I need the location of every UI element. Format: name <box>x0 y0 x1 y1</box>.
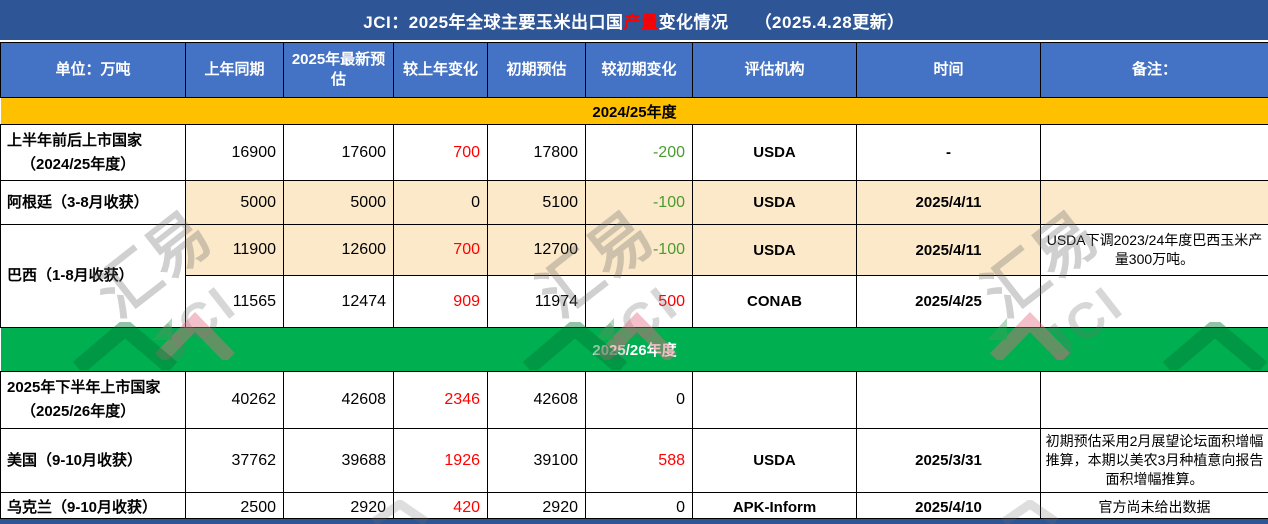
cell-latest: 12474 <box>283 275 394 328</box>
title-highlight: 产量 <box>623 12 659 32</box>
cell-yoy-change: 0 <box>393 180 488 225</box>
row-label: 美国（9-10月收获） <box>0 428 186 493</box>
cell-latest: 12600 <box>283 224 394 276</box>
row-label: 2025年下半年上市国家 （2025/26年度） <box>0 371 186 429</box>
col-header-prev-year: 上年同期 <box>185 42 284 98</box>
cell-time: - <box>856 124 1041 181</box>
col-header-time: 时间 <box>856 42 1041 98</box>
section-band-2024-25: 2024/25年度 <box>0 97 1268 125</box>
cell-prev-year: 2500 <box>185 492 284 523</box>
cell-agency <box>692 371 857 429</box>
table-row-first-half-countries: 上半年前后上市国家 （2024/25年度） 16900 17600 700 178… <box>0 124 1268 181</box>
cell-initial: 12700 <box>487 224 586 276</box>
col-header-vs-initial-change: 较初期变化 <box>585 42 693 98</box>
cell-yoy-change: 909 <box>393 275 488 328</box>
col-header-remark: 备注： <box>1040 42 1268 98</box>
cell-remark <box>1040 275 1268 328</box>
cell-time: 2025/4/11 <box>856 224 1041 276</box>
title-update-date: （2025.4.28更新） <box>754 12 905 32</box>
cell-agency: APK-Inform <box>692 492 857 523</box>
cell-prev-year: 37762 <box>185 428 284 493</box>
cell-latest: 17600 <box>283 124 394 181</box>
title-bar: JCI：2025年全球主要玉米出口国 产量 变化情况 （2025.4.28更新） <box>0 0 1268 42</box>
section-label-2024-25: 2024/25年度 <box>0 97 1268 125</box>
row-label: 巴西（1-8月收获） <box>0 224 186 328</box>
table-row-brazil-conab: 11565 12474 909 11974 500 CONAB 2025/4/2… <box>1 275 1268 328</box>
cell-vs-initial: -100 <box>585 180 693 225</box>
cell-agency: USDA <box>692 224 857 276</box>
cell-remark <box>1040 124 1268 181</box>
cell-initial: 11974 <box>487 275 586 328</box>
row-label: 阿根廷（3-8月收获） <box>0 180 186 225</box>
cell-vs-initial: 500 <box>585 275 693 328</box>
cell-latest: 39688 <box>283 428 394 493</box>
cell-yoy-change: 1926 <box>393 428 488 493</box>
col-header-latest-estimate: 2025年最新预估 <box>283 42 394 98</box>
cell-yoy-change: 700 <box>393 124 488 181</box>
title-prefix: JCI：2025年全球主要玉米出口国 <box>363 12 624 32</box>
section-band-2025-26: 2025/26年度 <box>0 327 1268 372</box>
cell-time: 2025/4/10 <box>856 492 1041 523</box>
cell-remark <box>1040 371 1268 429</box>
cell-prev-year: 11565 <box>185 275 284 328</box>
cell-time: 2025/3/31 <box>856 428 1041 493</box>
cell-prev-year: 40262 <box>185 371 284 429</box>
table-row-argentina: 阿根廷（3-8月收获） 5000 5000 0 5100 -100 USDA 2… <box>0 180 1268 225</box>
cell-vs-initial: 0 <box>585 371 693 429</box>
next-section-bar <box>0 518 1268 524</box>
cell-remark <box>1040 180 1268 225</box>
title-suffix: 变化情况 <box>658 12 729 32</box>
cell-remark: 初期预估采用2月展望论坛面积增幅推算，本期以美农3月种植意向报告面积增幅推算。 <box>1040 428 1268 493</box>
corn-export-table: 单位：万吨 上年同期 2025年最新预估 较上年变化 初期预估 较初期变化 评估… <box>0 42 1268 523</box>
cell-agency: USDA <box>692 428 857 493</box>
table-row-ukraine: 乌克兰（9-10月收获） 2500 2920 420 2920 0 APK-In… <box>0 492 1268 523</box>
cell-agency: USDA <box>692 124 857 181</box>
cell-time: 2025/4/25 <box>856 275 1041 328</box>
col-header-unit: 单位：万吨 <box>0 42 186 98</box>
cell-remark: USDA下调2023/24年度巴西玉米产量300万吨。 <box>1040 224 1268 276</box>
cell-initial: 39100 <box>487 428 586 493</box>
cell-prev-year: 16900 <box>185 124 284 181</box>
cell-vs-initial: 588 <box>585 428 693 493</box>
col-header-initial-estimate: 初期预估 <box>487 42 586 98</box>
table-row-second-half-countries: 2025年下半年上市国家 （2025/26年度） 40262 42608 2346… <box>0 371 1268 429</box>
header-row: 单位：万吨 上年同期 2025年最新预估 较上年变化 初期预估 较初期变化 评估… <box>0 42 1268 98</box>
cell-latest: 5000 <box>283 180 394 225</box>
table-row-brazil-usda: 巴西（1-8月收获） 11900 12600 700 12700 -100 US… <box>0 224 1268 328</box>
cell-prev-year: 5000 <box>185 180 284 225</box>
cell-time <box>856 371 1041 429</box>
cell-time: 2025/4/11 <box>856 180 1041 225</box>
cell-yoy-change: 2346 <box>393 371 488 429</box>
row-label: 乌克兰（9-10月收获） <box>0 492 186 523</box>
cell-initial: 42608 <box>487 371 586 429</box>
section-label-2025-26: 2025/26年度 <box>0 327 1268 372</box>
cell-agency: USDA <box>692 180 857 225</box>
cell-prev-year: 11900 <box>185 224 284 276</box>
cell-initial: 5100 <box>487 180 586 225</box>
cell-initial: 17800 <box>487 124 586 181</box>
cell-agency: CONAB <box>692 275 857 328</box>
col-header-agency: 评估机构 <box>692 42 857 98</box>
row-label: 上半年前后上市国家 （2024/25年度） <box>0 124 186 181</box>
cell-vs-initial: -200 <box>585 124 693 181</box>
cell-vs-initial: -100 <box>585 224 693 276</box>
cell-yoy-change: 420 <box>393 492 488 523</box>
cell-yoy-change: 700 <box>393 224 488 276</box>
col-header-yoy-change: 较上年变化 <box>393 42 488 98</box>
table-row-usa: 美国（9-10月收获） 37762 39688 1926 39100 588 U… <box>0 428 1268 493</box>
cell-latest: 42608 <box>283 371 394 429</box>
